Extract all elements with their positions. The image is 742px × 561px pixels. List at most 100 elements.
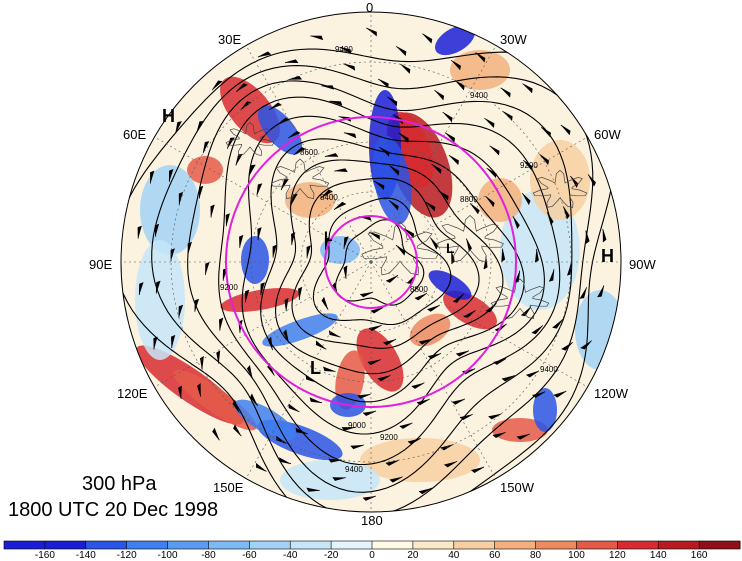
wind-barb — [418, 487, 432, 495]
wind-barb — [280, 179, 289, 191]
contour-label: 8600 — [300, 148, 318, 157]
wind-barb — [239, 235, 244, 248]
wind-barb — [427, 352, 442, 360]
anomaly-shade — [360, 438, 480, 482]
wind-barb — [454, 80, 465, 91]
wind-barb — [332, 476, 346, 481]
wind-barb — [138, 282, 144, 296]
wind-barb — [310, 35, 324, 41]
wind-barb — [194, 298, 200, 312]
meridian — [370, 261, 497, 479]
wind-barb — [416, 398, 430, 406]
wind-barb — [370, 306, 384, 314]
wind-barb — [434, 89, 445, 101]
wind-barb — [561, 341, 573, 351]
wind-barb — [399, 422, 413, 429]
contour-label: 8400 — [320, 193, 338, 202]
wind-barb — [368, 324, 382, 332]
wind-barb — [486, 167, 497, 178]
wind-barb — [438, 190, 449, 201]
wind-barb — [389, 476, 403, 483]
lon-label-60e: 60E — [123, 127, 147, 142]
height-contours — [121, 48, 616, 512]
wind-barb — [398, 132, 409, 143]
meridian — [370, 136, 588, 263]
wind-barb — [320, 189, 333, 199]
wind-barb — [500, 87, 511, 98]
contour-label: 9400 — [540, 365, 558, 374]
wind-barb — [205, 262, 210, 275]
wind-barb — [501, 248, 506, 262]
wind-barb — [580, 340, 592, 350]
anomaly-shade — [241, 236, 269, 284]
height-contour — [335, 219, 425, 306]
lon-label-180: 180 — [361, 513, 383, 528]
colorbar-tick-label: -160 — [34, 550, 55, 561]
wind-barb — [471, 466, 485, 473]
wind-barb — [276, 117, 290, 126]
colorbar-cell — [44, 541, 87, 549]
colorbar — [3, 540, 741, 550]
wind-barb — [248, 164, 256, 177]
colorbar-tick-label: 20 — [407, 550, 419, 561]
wind-barb — [178, 304, 184, 318]
wind-barb — [489, 145, 500, 156]
anomaly-shade — [409, 313, 451, 347]
wind-barb — [137, 225, 142, 239]
meridian — [245, 45, 372, 263]
wind-barb — [444, 132, 456, 143]
colorbar-tick-label: 40 — [448, 550, 460, 561]
wind-barb — [170, 248, 175, 262]
meridian — [245, 261, 372, 479]
colorbar-cell — [699, 541, 741, 549]
wind-barb — [328, 458, 342, 463]
wind-barb — [539, 154, 550, 165]
anomaly-shade — [285, 182, 335, 218]
anomaly-shade — [257, 105, 303, 155]
wind-barb — [246, 365, 253, 379]
wind-barb — [290, 193, 298, 206]
wind-barb — [305, 375, 318, 383]
wind-barb — [309, 397, 323, 404]
wind-barb — [257, 227, 262, 241]
wind-barb — [232, 400, 240, 413]
wind-barb — [385, 459, 399, 466]
colorbar-cell — [208, 541, 250, 549]
wind-barb — [187, 241, 192, 255]
wind-barb — [298, 286, 303, 301]
wind-barb — [321, 85, 335, 90]
meridian — [370, 261, 588, 388]
wind-barb — [329, 100, 343, 106]
wind-barb — [197, 383, 202, 397]
height-contour — [291, 177, 480, 349]
wind-barb — [324, 237, 330, 251]
wind-barb — [553, 390, 567, 398]
colorbar-tick-label: 140 — [649, 550, 667, 561]
anomaly-shade — [173, 369, 257, 431]
height-contour — [218, 96, 561, 466]
contour-label: 9400 — [335, 45, 353, 54]
height-contour — [187, 80, 573, 493]
contour-labels: 9400 9400 9200 9200 9000 8800 8600 8400 9400 9200… — [220, 45, 558, 474]
anomaly-shade — [492, 418, 548, 442]
wind-barb — [444, 460, 458, 468]
wind-barb — [383, 338, 397, 346]
lon-label-30e: 30E — [218, 32, 242, 47]
anomaly-shade — [135, 240, 185, 360]
level-caption: 300 hPa — [82, 473, 157, 495]
height-contour — [241, 115, 545, 435]
coastline — [270, 158, 330, 200]
colorbar-tick-label: 120 — [608, 550, 626, 561]
wind-barb — [306, 245, 311, 259]
wind-barb — [276, 436, 288, 444]
wind-barb — [357, 393, 371, 399]
wind-barb — [293, 147, 306, 156]
wind-barb — [202, 141, 210, 154]
wind-barb — [521, 193, 531, 205]
wind-barb — [386, 96, 398, 106]
colorbar-cell — [412, 541, 455, 549]
contour-label: 9200 — [520, 161, 538, 170]
wind-barb — [414, 292, 428, 301]
colorbar-tick-label: 160 — [690, 550, 708, 561]
